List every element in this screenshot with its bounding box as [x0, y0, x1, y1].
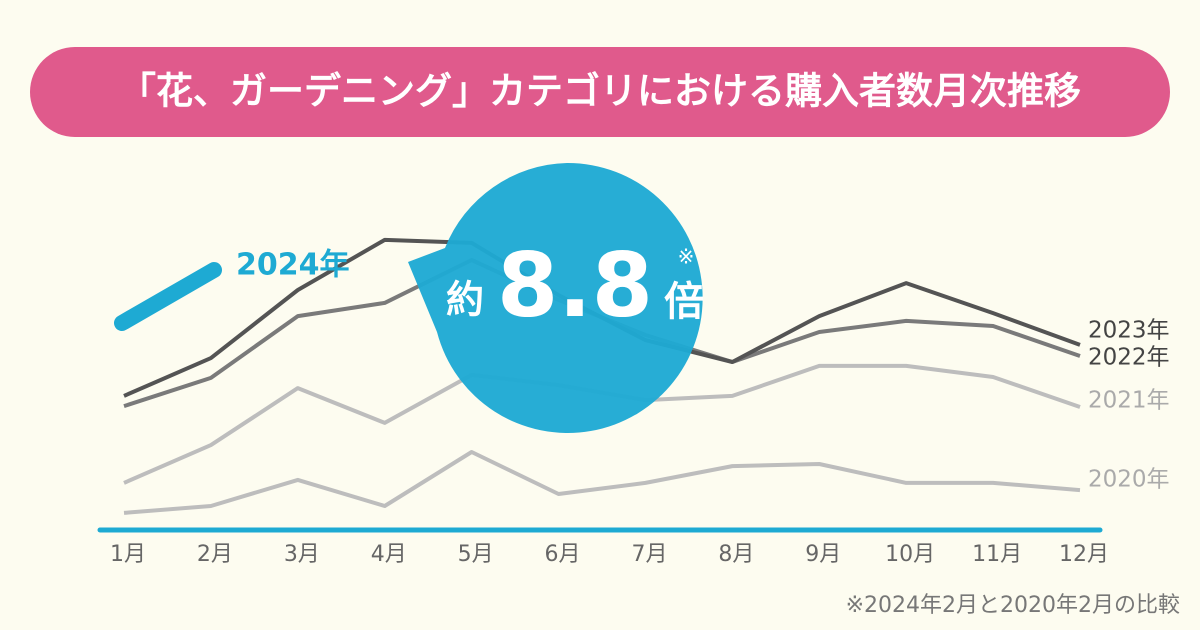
x-tick-label: 11月: [972, 542, 1022, 567]
footnote: ※2024年2月と2020年2月の比較: [846, 593, 1180, 618]
x-tick-label: 10月: [885, 542, 935, 567]
x-tick-label: 8月: [718, 542, 754, 567]
callout-prefix: 約: [446, 278, 484, 322]
x-tick-label: 2月: [197, 542, 233, 567]
callout-suffix: 倍: [664, 279, 704, 325]
x-tick-label: 7月: [631, 542, 667, 567]
x-tick-label: 5月: [458, 542, 494, 567]
title-banner: [30, 47, 1170, 137]
x-tick-label: 6月: [545, 542, 581, 567]
callout-value: 8.8: [497, 234, 653, 337]
chart-title: 「花、ガーデニング」カテゴリにおける購入者数月次推移: [119, 70, 1081, 113]
x-tick-label: 4月: [371, 542, 407, 567]
x-tick-label: 3月: [284, 542, 320, 567]
legend-label: 2024年: [236, 248, 350, 283]
x-tick-label: 9月: [805, 542, 841, 567]
callout-note: ※: [678, 245, 695, 269]
series-label: 2023年: [1088, 317, 1170, 343]
series-label: 2022年: [1088, 345, 1170, 371]
series-line: [123, 450, 1081, 515]
x-tick-label: 12月: [1059, 542, 1109, 567]
series-label: 2021年: [1088, 388, 1170, 414]
callout-bubble: [408, 162, 703, 433]
x-tick-label: 1月: [110, 542, 146, 567]
series-label: 2020年: [1088, 467, 1170, 493]
legend-key: [114, 262, 222, 331]
